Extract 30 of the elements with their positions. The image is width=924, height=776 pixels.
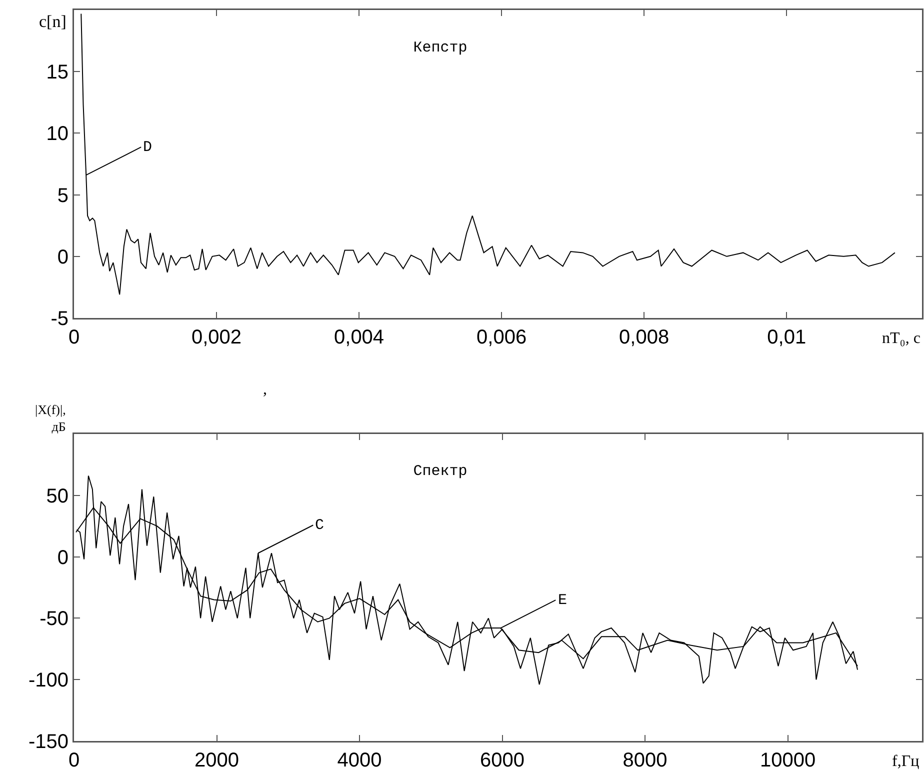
annotation: D (143, 139, 152, 156)
y-tick-label: 15 (46, 62, 68, 84)
x-tick-label: 0,006 (476, 326, 527, 348)
x-tick-label: 4000 (337, 750, 382, 772)
y-tick-label: -100 (28, 670, 68, 692)
y-tick-label: 10 (46, 123, 68, 146)
x-tick-label: 2000 (194, 750, 240, 772)
x-axis-title: nT₀, с (882, 330, 920, 347)
y-axis-title: |X(f)|, дБ (35, 402, 66, 434)
text: , (263, 381, 267, 398)
text: Спектр (413, 463, 468, 480)
x-tick-label: 0,004 (334, 326, 384, 348)
x-tick-label: 0,002 (191, 326, 242, 348)
y-tick-label: 50 (46, 485, 68, 508)
y-axis-title: c[n] (39, 12, 66, 31)
x-axis-title: f,Гц (892, 753, 920, 770)
x-tick-label: 0,01 (767, 326, 806, 348)
x-tick-label: 8000 (622, 750, 668, 772)
y-tick-label: -50 (40, 608, 68, 630)
text: Кепстр (413, 39, 468, 56)
y-tick-label: 5 (57, 184, 68, 207)
x-tick-label: 0,008 (619, 326, 670, 348)
x-tick-label: 10000 (760, 750, 816, 772)
y-tick-label: -5 (50, 308, 68, 330)
y-tick-label: -150 (28, 731, 68, 753)
annotation: E (558, 592, 568, 609)
y-tick-label: 0 (57, 546, 68, 569)
y-tick-label: 0 (57, 246, 68, 268)
annotation: C (315, 517, 324, 534)
x-tick-label: 6000 (480, 750, 525, 772)
